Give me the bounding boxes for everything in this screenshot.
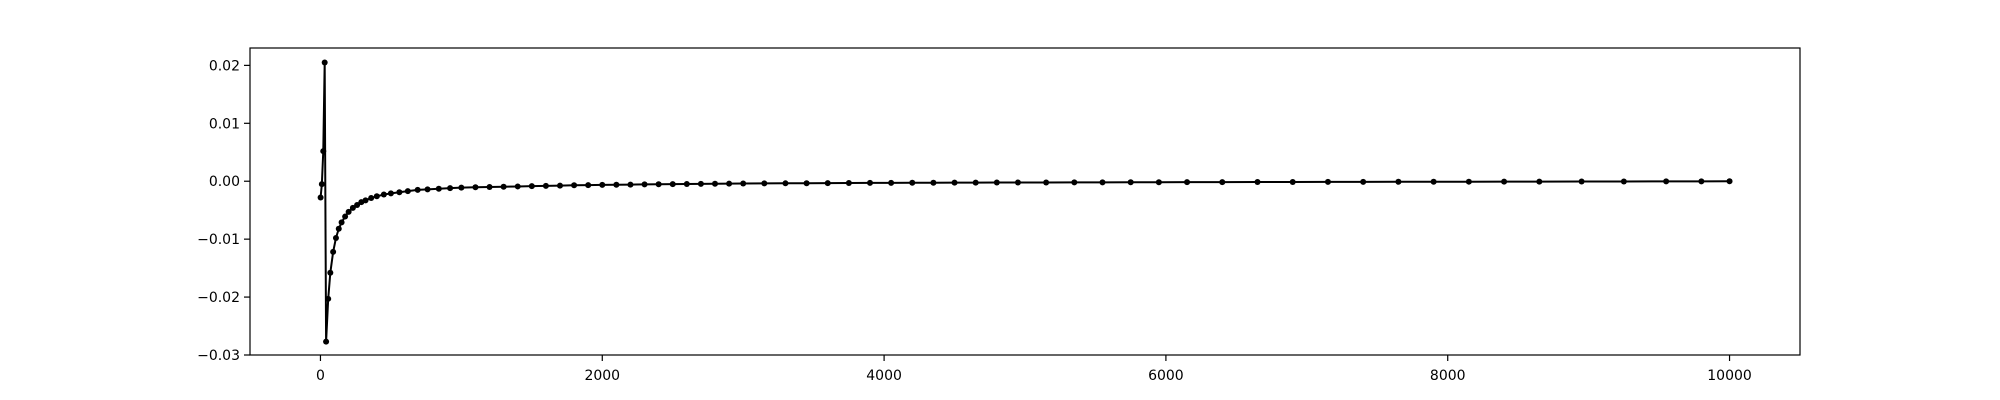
y-tick-label: 0.01 <box>209 116 240 132</box>
data-point-69 <box>1254 179 1261 186</box>
y-tick-label: 0.02 <box>209 58 240 74</box>
data-point-29 <box>472 184 479 191</box>
y-tick-label: −0.01 <box>197 232 240 248</box>
data-point-34 <box>542 182 549 189</box>
x-tick-label: 0 <box>316 368 325 384</box>
data-point-63 <box>1071 179 1078 186</box>
data-point-18 <box>368 195 375 202</box>
y-tick-label: −0.03 <box>197 348 240 364</box>
data-point-72 <box>1360 178 1367 185</box>
data-point-75 <box>1465 178 1472 185</box>
x-tick-label: 2000 <box>584 368 620 384</box>
data-point-27 <box>447 185 454 192</box>
data-point-10 <box>335 225 342 232</box>
data-point-35 <box>557 182 563 189</box>
data-point-31 <box>500 183 507 190</box>
data-point-76 <box>1501 178 1508 185</box>
data-point-14 <box>349 204 356 211</box>
series-points <box>317 59 1733 345</box>
data-point-50 <box>782 180 789 187</box>
data-point-45 <box>697 180 704 187</box>
data-point-46 <box>712 180 718 187</box>
data-point-17 <box>362 197 369 204</box>
data-point-79 <box>1620 178 1627 185</box>
data-point-37 <box>585 182 592 189</box>
data-point-12 <box>342 213 349 220</box>
data-point-64 <box>1099 179 1106 186</box>
data-point-38 <box>599 181 606 188</box>
data-point-1 <box>317 194 324 201</box>
x-tick-label: 4000 <box>866 368 902 384</box>
data-point-7 <box>327 269 334 276</box>
data-point-28 <box>458 184 465 191</box>
data-point-23 <box>404 188 411 195</box>
data-point-67 <box>1184 179 1191 186</box>
data-point-15 <box>354 201 361 208</box>
data-point-26 <box>435 185 442 192</box>
data-point-65 <box>1127 179 1134 186</box>
data-point-2 <box>318 181 325 188</box>
y-axis-ticks: −0.03 −0.02 −0.01 0.00 0.01 0.02 <box>197 58 250 364</box>
data-point-44 <box>683 181 690 188</box>
data-point-59 <box>972 179 979 186</box>
data-point-51 <box>803 180 810 187</box>
data-point-21 <box>387 190 394 197</box>
x-axis-ticks: 0 2000 4000 6000 8000 10000 <box>316 355 1752 384</box>
data-point-41 <box>641 181 648 188</box>
data-point-77 <box>1536 178 1543 185</box>
data-point-33 <box>528 183 535 190</box>
data-point-58 <box>951 179 958 186</box>
data-point-60 <box>993 179 1000 186</box>
data-point-52 <box>824 180 831 187</box>
plot-frame <box>249 47 1801 356</box>
data-point-56 <box>909 179 916 186</box>
data-point-30 <box>486 184 493 191</box>
data-point-78 <box>1578 178 1585 185</box>
data-point-74 <box>1430 178 1437 185</box>
data-point-82 <box>1726 178 1733 185</box>
data-point-22 <box>396 189 403 196</box>
data-point-39 <box>613 181 620 188</box>
data-point-43 <box>669 181 676 188</box>
data-point-47 <box>726 180 733 187</box>
data-point-19 <box>373 193 380 200</box>
data-point-6 <box>325 295 332 302</box>
data-point-53 <box>845 179 852 186</box>
data-point-24 <box>414 186 421 193</box>
data-point-48 <box>740 180 747 187</box>
data-point-13 <box>345 208 352 215</box>
data-point-73 <box>1395 178 1402 185</box>
y-tick-label: 0.00 <box>209 174 240 190</box>
data-point-11 <box>338 219 345 226</box>
x-tick-label: 10000 <box>1707 368 1752 384</box>
data-point-8 <box>330 248 337 255</box>
data-point-66 <box>1155 179 1162 186</box>
data-point-4 <box>321 59 328 66</box>
data-point-9 <box>332 234 339 241</box>
data-point-25 <box>424 186 431 193</box>
x-tick-label: 8000 <box>1430 368 1466 384</box>
data-point-71 <box>1324 178 1331 185</box>
y-tick-label: −0.02 <box>197 290 240 306</box>
data-point-20 <box>380 191 387 198</box>
data-point-57 <box>930 179 937 186</box>
x-tick-label: 6000 <box>1148 368 1184 384</box>
data-point-81 <box>1698 178 1705 185</box>
data-point-32 <box>514 183 521 190</box>
data-point-68 <box>1219 179 1226 186</box>
data-point-49 <box>761 180 768 187</box>
data-point-42 <box>655 181 662 188</box>
data-point-80 <box>1663 178 1670 185</box>
data-point-40 <box>627 181 634 188</box>
data-point-54 <box>867 179 873 186</box>
data-point-70 <box>1289 178 1296 185</box>
data-point-55 <box>888 179 895 186</box>
data-point-62 <box>1043 179 1050 186</box>
data-point-36 <box>571 182 578 189</box>
data-point-61 <box>1014 179 1021 186</box>
data-point-3 <box>320 148 327 155</box>
data-point-5 <box>323 338 330 345</box>
